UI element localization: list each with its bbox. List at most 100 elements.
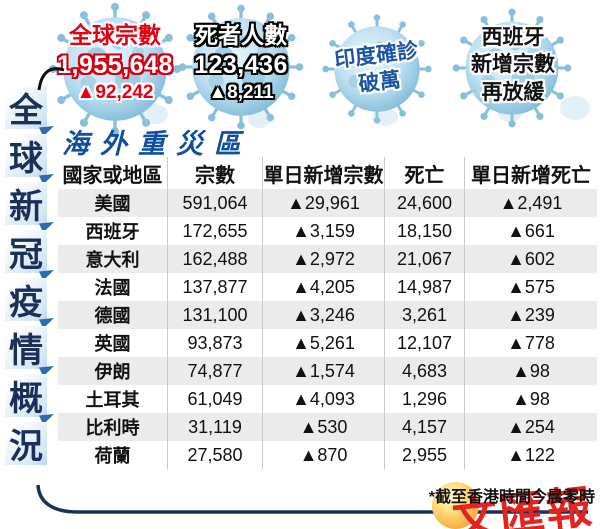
cell-cases: 31,119 xyxy=(168,413,263,441)
table-row: 西班牙 172,655 ▲3,159 18,150 ▲661 xyxy=(58,217,597,245)
banner-char: 新 xyxy=(9,188,43,226)
banner-tile: 新 xyxy=(5,182,47,226)
cell-deaths: 4,683 xyxy=(385,357,465,385)
cell-country: 德國 xyxy=(58,301,168,329)
splatter-blob xyxy=(142,104,168,124)
cell-new-deaths: ▲98 xyxy=(512,360,550,381)
cell-new-deaths: ▲575 xyxy=(507,276,555,297)
banner-tile: 疫 xyxy=(5,278,47,322)
cell-country: 伊朗 xyxy=(58,357,168,385)
cell-new-cases: ▲29,961 xyxy=(263,189,385,217)
banner-tile: 情 xyxy=(5,326,47,370)
cell-deaths: 2,955 xyxy=(385,441,465,469)
table-row: 英國 93,873 ▲5,261 12,107 ▲778 xyxy=(58,329,597,357)
banner-char: 球 xyxy=(9,140,43,178)
banner-char: 全 xyxy=(9,92,43,130)
cell-cases: 162,488 xyxy=(168,245,263,273)
badge-spain: 西班牙 新增宗數 再放緩 xyxy=(452,24,574,106)
cell-cases: 131,100 xyxy=(168,301,263,329)
table-header-row: 國家或地區 宗數 單日新增宗數 死亡 單日新增死亡 xyxy=(58,157,597,189)
cell-cases: 61,049 xyxy=(168,385,263,413)
banner-char: 疫 xyxy=(9,284,43,322)
cell-new-cases: ▲1,574 xyxy=(263,357,385,385)
badge-global-cases: 全球宗數 1,955,648 ▲92,242 xyxy=(46,21,184,105)
cell-new-cases: ▲2,972 xyxy=(263,245,385,273)
cell-new-deaths: ▲239 xyxy=(507,304,555,325)
cell-cases: 27,580 xyxy=(168,441,263,469)
cell-cases: 172,655 xyxy=(168,217,263,245)
spain-line2: 新增宗數 xyxy=(471,53,555,77)
cell-country: 意大利 xyxy=(58,245,168,273)
table-row: 土耳其 61,049 ▲4,093 1,296 ▲98 xyxy=(58,385,597,413)
cell-new-deaths: ▲122 xyxy=(507,444,555,465)
header-deaths: 死亡 xyxy=(385,157,465,189)
global-cases-delta: ▲92,242 xyxy=(76,82,154,103)
table-row: 美國 591,064 ▲29,961 24,600 ▲2,491 xyxy=(58,189,597,217)
cell-deaths: 4,157 xyxy=(385,413,465,441)
cell-new-deaths: ▲661 xyxy=(507,220,555,241)
cell-cases: 137,877 xyxy=(168,273,263,301)
cell-new-deaths: ▲602 xyxy=(507,248,555,269)
cell-cases: 591,064 xyxy=(168,189,263,217)
spain-line3: 再放緩 xyxy=(481,80,545,104)
cell-new-cases: ▲5,261 xyxy=(263,329,385,357)
cell-deaths: 14,987 xyxy=(385,273,465,301)
cell-country: 西班牙 xyxy=(58,217,168,245)
deaths-value: 123,436 xyxy=(194,50,288,79)
table-row: 伊朗 74,877 ▲1,574 4,683 ▲98 xyxy=(58,357,597,385)
side-banner: 全 球 新 冠 疫 情 概 況 xyxy=(5,86,47,466)
header-new-deaths: 單日新增死亡 xyxy=(471,164,591,187)
cell-country: 土耳其 xyxy=(58,385,168,413)
table-row: 荷蘭 27,580 ▲870 2,955 ▲122 xyxy=(58,441,597,469)
cell-country: 比利時 xyxy=(58,413,168,441)
cell-new-deaths: ▲2,491 xyxy=(499,192,563,213)
section-title: 海外重災區 xyxy=(62,129,252,159)
banner-tile: 概 xyxy=(5,374,47,418)
banner-tile: 球 xyxy=(5,134,47,178)
badge-india: 印度確診 破萬 xyxy=(319,35,437,103)
cell-deaths: 12,107 xyxy=(385,329,465,357)
cell-deaths: 3,261 xyxy=(385,301,465,329)
cell-country: 英國 xyxy=(58,329,168,357)
cell-new-cases: ▲4,093 xyxy=(263,385,385,413)
splatter-blob xyxy=(498,104,522,122)
spain-line1: 西班牙 xyxy=(481,26,545,49)
banner-tile: 況 xyxy=(5,422,47,466)
banner-tile: 全 xyxy=(5,86,47,130)
cell-deaths: 18,150 xyxy=(385,217,465,245)
cell-new-deaths: ▲98 xyxy=(512,388,550,409)
cell-country: 法國 xyxy=(58,273,168,301)
badge-deaths: 死者人數 123,436 ▲8,211 xyxy=(178,21,304,105)
cell-new-deaths: ▲254 xyxy=(507,416,555,437)
cell-new-cases: ▲3,246 xyxy=(263,301,385,329)
table-row: 比利時 31,119 ▲530 4,157 ▲254 xyxy=(58,413,597,441)
cell-cases: 74,877 xyxy=(168,357,263,385)
global-cases-label: 全球宗數 xyxy=(69,22,161,48)
banner-tile: 冠 xyxy=(5,230,47,274)
header-new-cases: 單日新增宗數 xyxy=(263,157,385,189)
table-row: 意大利 162,488 ▲2,972 21,067 ▲602 xyxy=(58,245,597,273)
deaths-label: 死者人數 xyxy=(195,22,287,48)
deaths-delta: ▲8,211 xyxy=(208,82,274,103)
cell-cases: 93,873 xyxy=(168,329,263,357)
banner-char: 況 xyxy=(9,428,43,466)
banner-char: 概 xyxy=(9,380,43,418)
table-row: 法國 137,877 ▲4,205 14,987 ▲575 xyxy=(58,273,597,301)
cell-new-cases: ▲530 xyxy=(263,413,385,441)
cell-new-cases: ▲870 xyxy=(263,441,385,469)
cell-new-cases: ▲3,159 xyxy=(263,217,385,245)
cell-new-deaths: ▲778 xyxy=(507,332,555,353)
cell-new-cases: ▲4,205 xyxy=(263,273,385,301)
cell-deaths: 24,600 xyxy=(385,189,465,217)
cell-deaths: 1,296 xyxy=(385,385,465,413)
table-row: 德國 131,100 ▲3,246 3,261 ▲239 xyxy=(58,301,597,329)
splatter-blob xyxy=(372,108,398,126)
banner-char: 冠 xyxy=(9,236,43,274)
cell-country: 美國 xyxy=(58,189,168,217)
hotspot-table: 國家或地區 宗數 單日新增宗數 死亡 單日新增死亡 美國 591,064 ▲29… xyxy=(58,157,597,469)
global-cases-value: 1,955,648 xyxy=(57,50,173,79)
header-cases: 宗數 xyxy=(168,157,263,189)
cell-country: 荷蘭 xyxy=(58,441,168,469)
footnote: *截至香港時間今晨零時 xyxy=(428,489,595,506)
